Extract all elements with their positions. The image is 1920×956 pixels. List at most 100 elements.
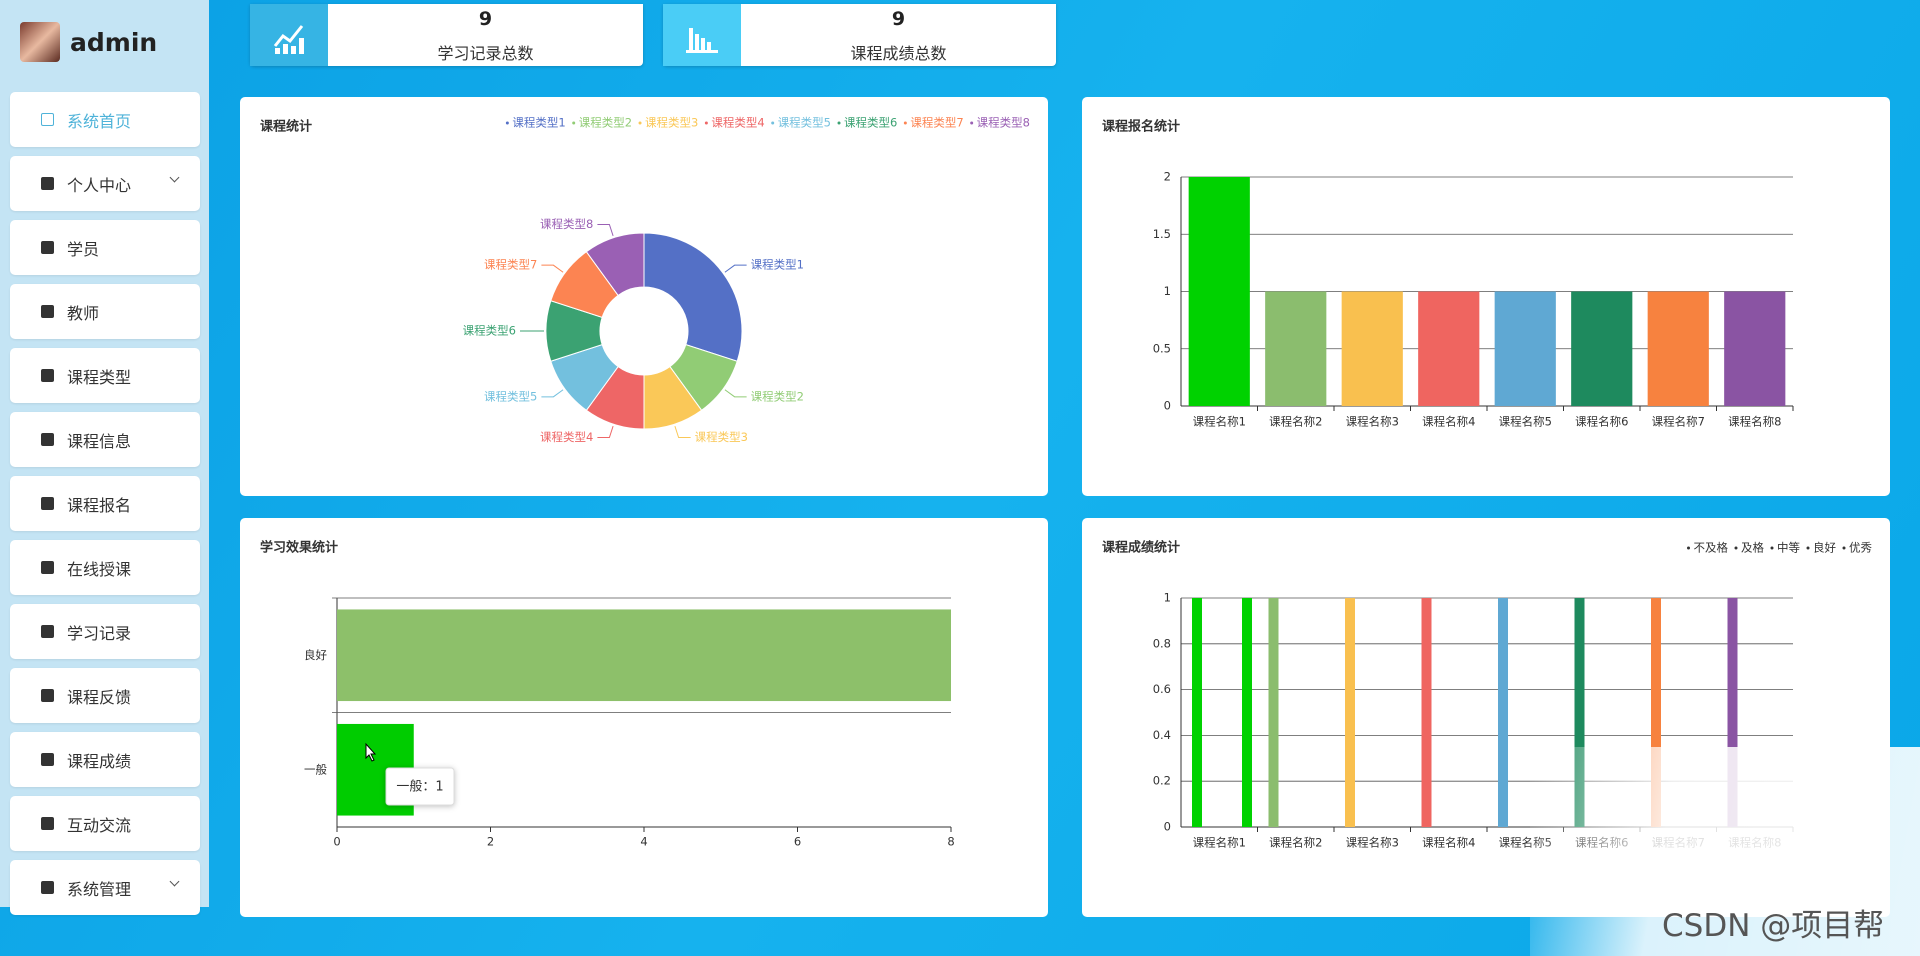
menu-label: 互动交流 [67,815,132,835]
legend-label: 课程类型3 [645,116,698,130]
leader-line [674,425,691,439]
bar [1571,291,1633,406]
bar [337,609,951,702]
bar [1724,291,1786,406]
watermark-shade [1530,747,1920,956]
icon [273,25,304,54]
chart-title: 学习效果统计 [260,540,338,556]
chevron [169,172,180,183]
stat-icon [663,4,741,66]
menu-icon [41,625,54,638]
menu-icon [41,817,54,830]
menu-item[interactable]: 互动交流 [10,796,200,851]
legend-label: 不及格 [1694,541,1729,555]
menu-label: 系统首页 [67,111,132,131]
slice-label: 课程类型7 [484,258,537,272]
x-tick-label: 0 [333,835,340,849]
menu-item[interactable]: 教师 [10,284,200,339]
slice-label: 课程类型5 [484,389,537,403]
x-tick-label: 课程名称1 [1193,415,1246,429]
slice-label: 课程类型3 [695,430,748,444]
legend-label: 课程类型2 [579,116,632,130]
leader-line [541,389,564,398]
leader-line [724,264,747,273]
legend-label: 课程类型1 [512,116,565,130]
menu-item[interactable]: 课程成绩 [10,732,200,787]
menu-item[interactable]: 系统首页 [10,92,200,147]
y-tick-label: 0.5 [1153,341,1171,355]
menu-item[interactable]: 系统管理 [10,860,200,915]
legend-dot [1770,546,1774,550]
brand: admin [20,22,157,62]
bar [1345,598,1355,827]
x-tick-label: 课程名称1 [1193,836,1246,850]
x-tick-label: 课程名称3 [1346,415,1399,429]
y-tick-label: 1 [1164,284,1171,298]
menu-label: 教师 [67,303,100,323]
legend-label: 及格 [1741,541,1764,555]
menu-item[interactable]: 课程反馈 [10,668,200,723]
legend-dot [572,121,576,125]
bar [1242,598,1252,827]
bar [1498,598,1508,827]
stat-value: 9 [478,8,493,30]
chart-panel: 学习效果统计 0 2 4 6 8 一般 良好 一般：1 [240,518,1048,917]
menu-label: 学习记录 [67,623,132,643]
menu-icon [41,561,54,574]
legend-dot [1734,546,1738,550]
stat-card: 9 课程成绩总数 [663,4,1056,66]
y-tick-label: 良好 [304,648,327,662]
x-tick-label: 课程名称2 [1269,836,1322,850]
user-name: admin [70,27,158,57]
menu-icon [41,753,54,766]
chart-panel: 课程报名统计 0 0.5 1 1.5 2 课程名称1 课程名称2 课程名称3 课程名称4 课程名称5… [1082,97,1890,496]
menu-item[interactable]: 个人中心 [10,156,200,211]
legend-dot [771,121,775,125]
x-tick-label: 4 [640,835,647,849]
legend-label: 良好 [1813,541,1836,555]
menu-item[interactable]: 课程报名 [10,476,200,531]
legend-label: 课程类型6 [844,116,897,130]
bar [1418,291,1480,406]
bar [1188,177,1250,406]
menu-item[interactable]: 在线授课 [10,540,200,595]
sidebar: admin 系统首页个人中心学员教师课程类型课程信息课程报名在线授课学习记录课程… [0,0,209,915]
menu-label: 在线授课 [67,559,132,579]
tooltip-box [385,767,455,806]
bar [1421,598,1432,827]
y-tick-label: 一般 [304,762,327,776]
legend-dot [837,121,841,125]
slice-label: 课程类型1 [751,258,804,272]
menu-icon [41,113,54,126]
y-tick-label: 0.6 [1153,682,1171,696]
x-tick-label: 8 [947,835,954,849]
menu-item[interactable]: 学员 [10,220,200,275]
menu-icon [41,881,54,894]
legend-label: 课程类型4 [711,116,764,130]
chart: 课程统计 课程类型8课程类型7课程类型6课程类型5课程类型4课程类型3课程类型2课… [260,116,1030,445]
menu-item[interactable]: 学习记录 [10,604,200,659]
bar [1268,598,1279,827]
y-tick-label: 2 [1164,170,1171,184]
menu-item[interactable]: 课程类型 [10,348,200,403]
x-tick-label: 课程名称4 [1422,415,1475,429]
menu-icon [41,369,54,382]
menu-icon [41,689,54,702]
x-tick-label: 课程名称5 [1499,415,1552,429]
chart-title: 课程成绩统计 [1102,540,1180,556]
bar [1341,291,1403,406]
icon [686,28,718,53]
legend-label: 优秀 [1849,541,1872,555]
menu-icon [41,177,54,190]
menu-label: 课程信息 [67,431,132,451]
x-tick-label: 课程名称6 [1575,415,1628,429]
legend-dot [704,121,708,125]
y-tick-label: 1.5 [1153,227,1171,241]
menu-label: 课程成绩 [67,751,132,771]
chevron [169,876,180,887]
menu-item[interactable]: 课程信息 [10,412,200,467]
legend-label: 课程类型5 [778,116,831,130]
menu-icon [41,433,54,446]
y-tick-label: 0 [1164,820,1171,834]
menu-label: 学员 [67,239,100,259]
